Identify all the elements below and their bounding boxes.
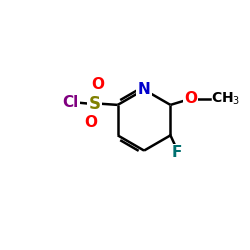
Text: O: O	[92, 77, 105, 92]
Text: S: S	[88, 95, 101, 113]
Text: CH$_3$: CH$_3$	[211, 90, 240, 107]
Text: O: O	[184, 91, 197, 106]
Text: N: N	[138, 82, 150, 97]
Text: Cl: Cl	[62, 95, 78, 110]
Text: O: O	[84, 115, 98, 130]
Text: F: F	[171, 146, 182, 160]
